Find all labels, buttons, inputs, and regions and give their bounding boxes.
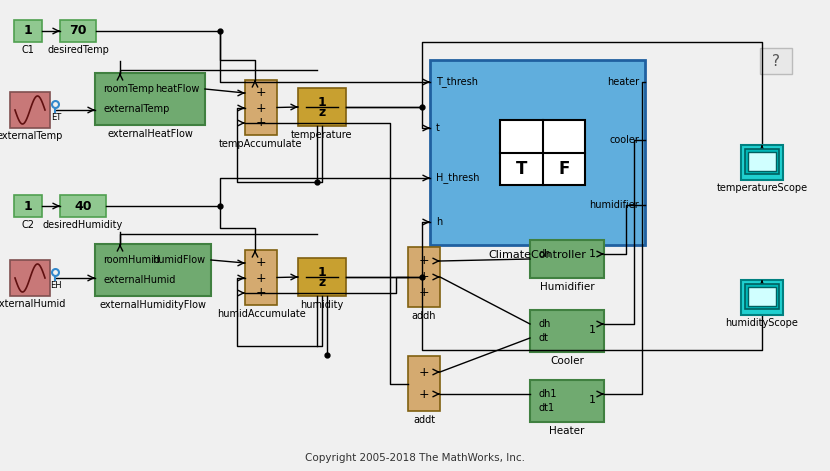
Text: heater: heater bbox=[607, 77, 639, 87]
Text: 1: 1 bbox=[589, 395, 596, 405]
Text: 70: 70 bbox=[69, 24, 87, 38]
FancyBboxPatch shape bbox=[14, 195, 42, 217]
Text: ET: ET bbox=[51, 113, 61, 122]
FancyBboxPatch shape bbox=[245, 250, 277, 305]
FancyBboxPatch shape bbox=[741, 145, 783, 180]
Text: +: + bbox=[418, 365, 429, 379]
Text: externalHeatFlow: externalHeatFlow bbox=[107, 129, 193, 139]
FancyBboxPatch shape bbox=[430, 60, 645, 245]
Text: +: + bbox=[418, 254, 429, 268]
FancyBboxPatch shape bbox=[530, 240, 604, 278]
Text: T: T bbox=[515, 160, 527, 178]
Text: humidifier: humidifier bbox=[589, 200, 639, 210]
Text: T_thresh: T_thresh bbox=[436, 77, 478, 88]
FancyBboxPatch shape bbox=[245, 80, 277, 135]
Text: z: z bbox=[319, 276, 325, 290]
Text: ?: ? bbox=[772, 54, 780, 68]
FancyBboxPatch shape bbox=[530, 310, 604, 352]
Text: humidityScope: humidityScope bbox=[725, 318, 798, 328]
Text: dt1: dt1 bbox=[538, 403, 554, 413]
Text: F: F bbox=[558, 160, 569, 178]
Text: +: + bbox=[418, 286, 429, 300]
Text: dt: dt bbox=[538, 333, 548, 343]
FancyBboxPatch shape bbox=[10, 92, 50, 128]
Text: +: + bbox=[256, 286, 266, 300]
FancyBboxPatch shape bbox=[748, 152, 776, 171]
Text: dh: dh bbox=[538, 319, 550, 329]
Text: externalHumidityFlow: externalHumidityFlow bbox=[100, 300, 207, 310]
Text: h: h bbox=[436, 217, 442, 227]
Text: temperatureScope: temperatureScope bbox=[716, 183, 808, 193]
Text: 40: 40 bbox=[74, 200, 92, 212]
Text: externalHumid: externalHumid bbox=[103, 275, 175, 285]
FancyBboxPatch shape bbox=[95, 73, 205, 125]
Text: H_thresh: H_thresh bbox=[436, 172, 480, 183]
Text: +: + bbox=[256, 257, 266, 269]
Text: externalTemp: externalTemp bbox=[0, 131, 63, 141]
FancyBboxPatch shape bbox=[741, 280, 783, 315]
Text: Copyright 2005-2018 The MathWorks, Inc.: Copyright 2005-2018 The MathWorks, Inc. bbox=[305, 453, 525, 463]
Text: C2: C2 bbox=[22, 220, 35, 230]
FancyBboxPatch shape bbox=[408, 247, 440, 307]
Text: C1: C1 bbox=[22, 45, 34, 55]
Text: Humidifier: Humidifier bbox=[540, 282, 594, 292]
FancyBboxPatch shape bbox=[745, 149, 779, 174]
FancyBboxPatch shape bbox=[745, 284, 779, 309]
FancyBboxPatch shape bbox=[95, 244, 211, 296]
FancyBboxPatch shape bbox=[60, 20, 96, 42]
FancyBboxPatch shape bbox=[500, 120, 585, 185]
Text: humidFlow: humidFlow bbox=[152, 255, 205, 265]
Text: dh: dh bbox=[538, 249, 550, 259]
Text: +: + bbox=[256, 116, 266, 130]
Text: 1: 1 bbox=[589, 249, 596, 259]
FancyBboxPatch shape bbox=[748, 287, 776, 306]
FancyBboxPatch shape bbox=[14, 20, 42, 42]
Text: ClimateController: ClimateController bbox=[489, 250, 587, 260]
Text: externalHumid: externalHumid bbox=[0, 299, 66, 309]
Text: t: t bbox=[436, 123, 440, 133]
Text: EH: EH bbox=[50, 281, 61, 290]
Text: 1: 1 bbox=[23, 200, 32, 212]
Text: Heater: Heater bbox=[549, 426, 584, 436]
Text: 1: 1 bbox=[589, 325, 596, 335]
Text: z: z bbox=[319, 106, 325, 120]
Text: 1: 1 bbox=[318, 96, 326, 108]
Text: desiredHumidity: desiredHumidity bbox=[43, 220, 123, 230]
FancyBboxPatch shape bbox=[530, 380, 604, 422]
Text: +: + bbox=[256, 101, 266, 114]
Text: +: + bbox=[418, 388, 429, 400]
Text: Cooler: Cooler bbox=[550, 356, 584, 366]
FancyBboxPatch shape bbox=[298, 88, 346, 126]
Text: addt: addt bbox=[413, 415, 435, 425]
Text: 1: 1 bbox=[23, 24, 32, 38]
Text: temperature: temperature bbox=[291, 130, 353, 140]
FancyBboxPatch shape bbox=[298, 258, 346, 296]
FancyBboxPatch shape bbox=[60, 195, 106, 217]
Text: heatFlow: heatFlow bbox=[154, 84, 199, 94]
Text: tempAccumulate: tempAccumulate bbox=[219, 139, 303, 149]
Text: 1: 1 bbox=[318, 266, 326, 278]
Text: roomHumid: roomHumid bbox=[103, 255, 160, 265]
Text: addh: addh bbox=[412, 311, 437, 321]
Text: humidAccumulate: humidAccumulate bbox=[217, 309, 305, 319]
FancyBboxPatch shape bbox=[408, 356, 440, 411]
Text: externalTemp: externalTemp bbox=[103, 104, 169, 114]
Text: roomTemp: roomTemp bbox=[103, 84, 154, 94]
FancyBboxPatch shape bbox=[10, 260, 50, 296]
FancyBboxPatch shape bbox=[760, 48, 792, 74]
Text: dh1: dh1 bbox=[538, 389, 556, 399]
Text: +: + bbox=[418, 270, 429, 284]
Text: +: + bbox=[256, 87, 266, 99]
Text: +: + bbox=[256, 271, 266, 284]
Text: desiredTemp: desiredTemp bbox=[47, 45, 109, 55]
Text: cooler: cooler bbox=[609, 135, 639, 145]
Text: humidity: humidity bbox=[300, 300, 344, 310]
